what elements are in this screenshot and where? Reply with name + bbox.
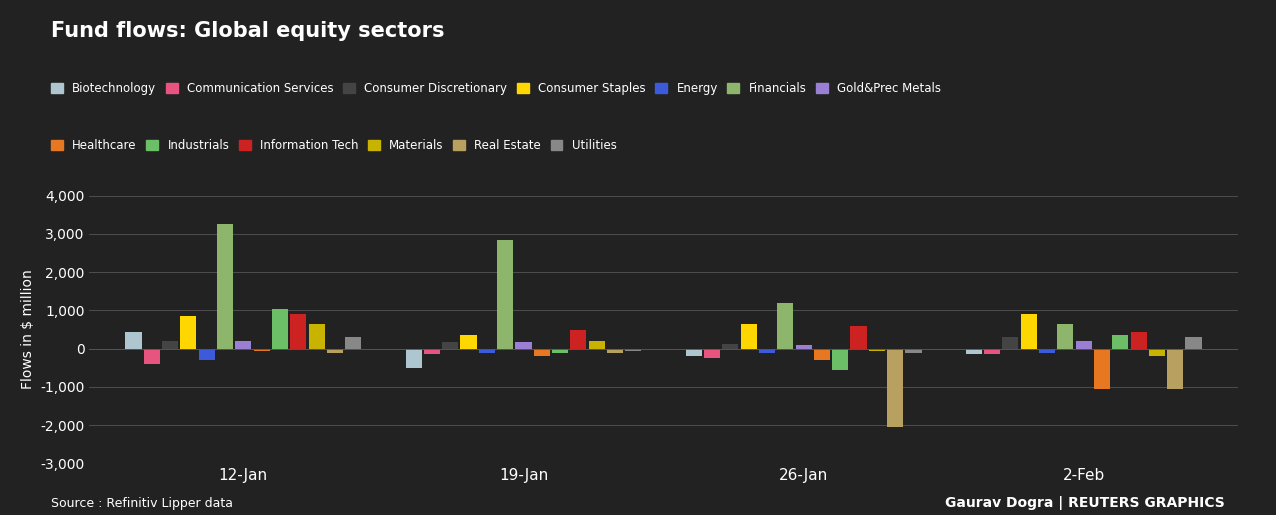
Bar <box>461 335 477 349</box>
Bar <box>1076 341 1092 349</box>
Bar <box>498 239 513 349</box>
Bar <box>887 349 903 427</box>
Bar <box>685 349 702 356</box>
Bar <box>795 345 812 349</box>
Bar <box>1148 349 1165 356</box>
Bar <box>704 349 720 358</box>
Bar <box>327 349 343 353</box>
Bar <box>1039 349 1055 353</box>
Bar <box>1131 332 1147 349</box>
Bar <box>125 332 142 349</box>
Bar <box>406 349 421 368</box>
Bar <box>1021 314 1037 349</box>
Bar <box>443 342 458 349</box>
Text: Source : Refinitiv Lipper data: Source : Refinitiv Lipper data <box>51 497 234 510</box>
Bar <box>759 349 775 353</box>
Legend: Biotechnology, Communication Services, Consumer Discretionary, Consumer Staples,: Biotechnology, Communication Services, C… <box>51 82 942 95</box>
Legend: Healthcare, Industrials, Information Tech, Materials, Real Estate, Utilities: Healthcare, Industrials, Information Tec… <box>51 139 616 152</box>
Bar <box>570 330 587 349</box>
Bar <box>272 308 288 349</box>
Bar <box>162 341 179 349</box>
Bar <box>832 349 849 370</box>
Bar <box>478 349 495 353</box>
Bar <box>906 349 921 353</box>
Bar <box>722 344 739 349</box>
Bar <box>235 341 251 349</box>
Bar <box>850 326 866 349</box>
Text: Fund flows: Global equity sectors: Fund flows: Global equity sectors <box>51 21 444 41</box>
Bar <box>607 349 623 353</box>
Bar <box>346 337 361 349</box>
Bar <box>254 349 269 351</box>
Text: Gaurav Dogra | REUTERS GRAPHICS: Gaurav Dogra | REUTERS GRAPHICS <box>946 496 1225 510</box>
Bar <box>516 342 532 349</box>
Bar <box>290 314 306 349</box>
Bar <box>217 225 234 349</box>
Y-axis label: Flows in $ million: Flows in $ million <box>20 270 34 389</box>
Bar <box>309 324 324 349</box>
Bar <box>1058 324 1073 349</box>
Bar <box>740 324 757 349</box>
Bar <box>1113 335 1128 349</box>
Bar <box>814 349 829 360</box>
Bar <box>777 303 794 349</box>
Bar <box>588 341 605 349</box>
Bar <box>180 316 197 349</box>
Bar <box>553 349 568 353</box>
Bar <box>1094 349 1110 389</box>
Bar <box>533 349 550 356</box>
Bar <box>144 349 160 364</box>
Bar <box>625 349 642 351</box>
Bar <box>1185 337 1202 349</box>
Bar <box>1003 337 1018 349</box>
Bar <box>984 349 1000 354</box>
Bar <box>424 349 440 354</box>
Bar <box>869 349 884 351</box>
Bar <box>199 349 214 360</box>
Bar <box>966 349 981 354</box>
Bar <box>1168 349 1183 389</box>
